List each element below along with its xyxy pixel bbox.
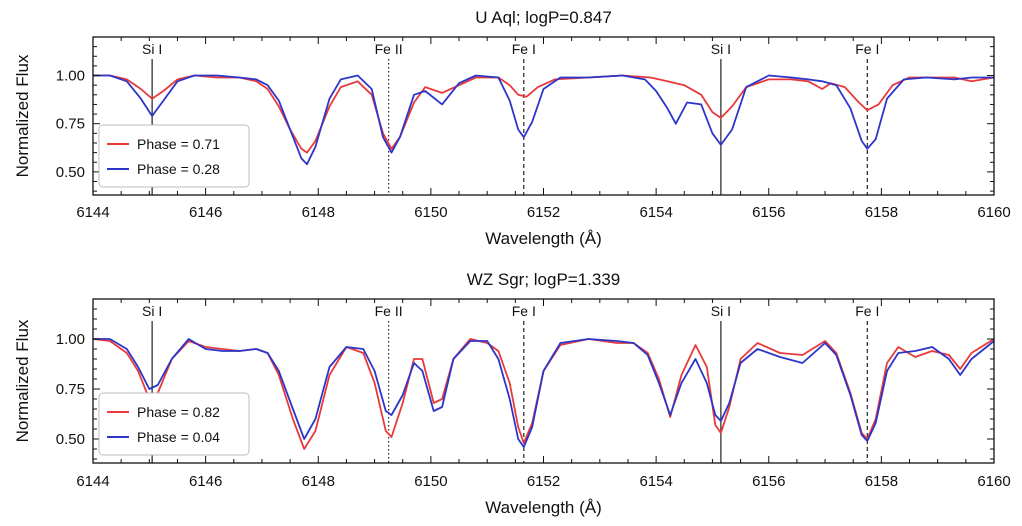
- line-marker-label: Si I: [711, 41, 731, 57]
- chart-panel-2: WZ Sgr; logP=1.339 Si I Fe II Fe I Si I Fe I 6…: [13, 270, 1011, 517]
- x-tick-label: 6146: [189, 204, 222, 221]
- line-marker-label: Fe I: [512, 303, 536, 319]
- x-tick-label: 6146: [189, 473, 222, 490]
- legend-label: Phase = 0.82: [137, 404, 220, 420]
- x-tick-label: 6156: [752, 473, 785, 490]
- legend-label: Phase = 0.04: [137, 429, 220, 445]
- x-tick-label: 6160: [977, 204, 1010, 221]
- x-tick-label: 6160: [977, 473, 1010, 490]
- x-tick-label: 6154: [639, 204, 672, 221]
- line-marker-label: Fe II: [375, 303, 403, 319]
- line-marker-label: Fe II: [375, 41, 403, 57]
- x-tick-label: 6144: [76, 204, 109, 221]
- chart-title: U Aql; logP=0.847: [475, 8, 612, 27]
- x-tick-label: 6158: [865, 204, 898, 221]
- line-marker-label: Si I: [142, 41, 162, 57]
- legend: Phase = 0.71 Phase = 0.28: [98, 124, 250, 188]
- legend-label: Phase = 0.28: [137, 161, 220, 177]
- y-tick-label: 1.00: [56, 68, 85, 85]
- line-marker-label: Si I: [142, 303, 162, 319]
- y-tick-label: 0.75: [56, 116, 85, 133]
- y-tick-label: 0.50: [56, 164, 85, 181]
- y-tick-label: 0.50: [56, 431, 85, 448]
- chart-title: WZ Sgr; logP=1.339: [467, 270, 621, 289]
- y-tick-label: 1.00: [56, 331, 85, 348]
- series-line-2: [93, 338, 995, 448]
- line-marker-label: Fe I: [855, 41, 879, 57]
- legend: Phase = 0.82 Phase = 0.04: [98, 392, 250, 456]
- y-tick-label: 0.75: [56, 381, 85, 398]
- x-axis-label: Wavelength (Å): [485, 229, 602, 248]
- x-axis-label: Wavelength (Å): [485, 498, 602, 517]
- x-tick-label: 6150: [414, 473, 447, 490]
- y-axis-label: Normalized Flux: [13, 54, 32, 177]
- line-marker-label: Fe I: [855, 303, 879, 319]
- chart-panel-1: U Aql; logP=0.847 Si I Fe II Fe I Si I Fe I 61…: [13, 8, 1011, 248]
- line-marker-label: Si I: [711, 303, 731, 319]
- x-tick-label: 6148: [302, 204, 335, 221]
- x-tick-label: 6158: [865, 473, 898, 490]
- x-tick-label: 6152: [527, 204, 560, 221]
- x-tick-label: 6144: [76, 473, 109, 490]
- series-line-2: [93, 74, 994, 166]
- x-tick-label: 6156: [752, 204, 785, 221]
- legend-box: [98, 124, 250, 188]
- y-axis-label: Normalized Flux: [13, 319, 32, 442]
- x-tick-label: 6154: [639, 473, 672, 490]
- x-tick-label: 6148: [302, 473, 335, 490]
- line-marker-label: Fe I: [512, 41, 536, 57]
- x-tick-label: 6152: [527, 473, 560, 490]
- legend-box: [98, 392, 250, 456]
- legend-label: Phase = 0.71: [137, 136, 220, 152]
- x-tick-label: 6150: [414, 204, 447, 221]
